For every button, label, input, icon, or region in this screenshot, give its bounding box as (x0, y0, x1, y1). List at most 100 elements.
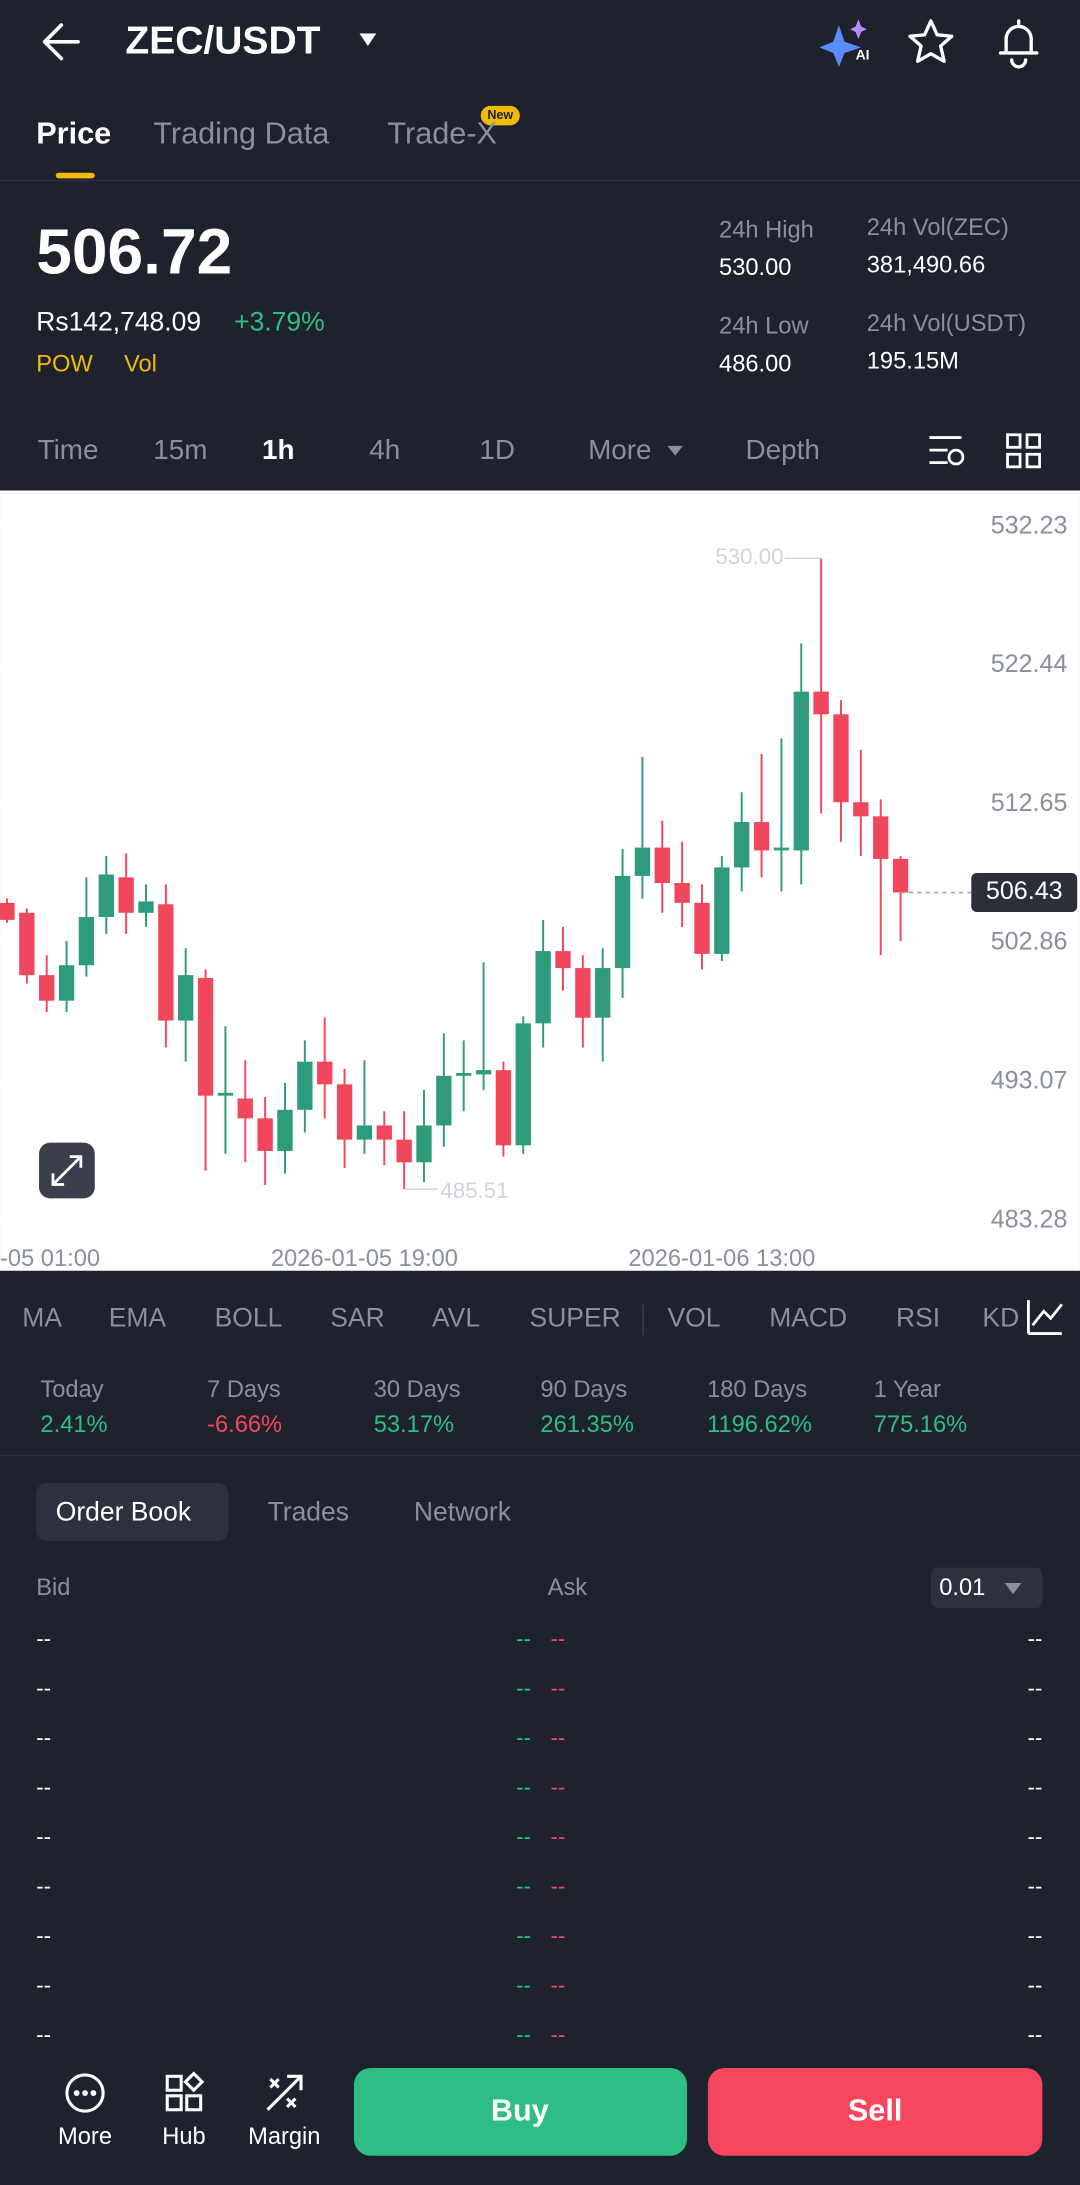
x-tick-label: -05 01:00 (0, 1246, 100, 1272)
perf-value: 1196.62% (707, 1412, 812, 1438)
candle-body (535, 951, 551, 1024)
ask-price: -- (550, 1774, 565, 1799)
stat-label: 24h Low (719, 314, 809, 340)
indicator[interactable]: RSI (896, 1303, 940, 1333)
book-tab[interactable]: Network (414, 1496, 512, 1526)
last-price: 506.72 (36, 215, 232, 287)
interval[interactable]: Depth (746, 434, 820, 465)
last-price-box (971, 872, 1078, 913)
perf-label: Today (40, 1377, 103, 1403)
stat-value: 381,490.66 (867, 252, 985, 278)
tab[interactable]: Price (36, 116, 111, 150)
nav-label[interactable]: Margin (248, 2124, 320, 2150)
candle-body (237, 1098, 253, 1119)
book-tab[interactable]: Trades (268, 1496, 349, 1526)
bid-header: Bid (36, 1575, 70, 1601)
indicator[interactable]: EMA (109, 1303, 167, 1333)
x-tick-label: 2026-01-06 13:00 (628, 1246, 815, 1272)
layout-button[interactable] (1006, 433, 1041, 469)
active-tab-bg (36, 1482, 229, 1542)
buy-button[interactable] (353, 2067, 688, 2156)
ask-amount: -- (1028, 1972, 1043, 1997)
candle-body (714, 867, 730, 954)
stat-label: 24h High (719, 218, 814, 244)
indicator[interactable]: MA (22, 1303, 62, 1333)
fiat-price: Rs142,748.09 (36, 306, 201, 336)
ask-price: -- (550, 2022, 565, 2047)
ai-button[interactable]: AI (819, 19, 870, 67)
margin-icon[interactable] (266, 2074, 303, 2111)
interval[interactable]: 1D (479, 434, 515, 465)
indicator[interactable]: BOLL (215, 1303, 283, 1333)
y-tick-label: 493.07 (991, 1067, 1068, 1095)
bid-price: -- (36, 1774, 51, 1799)
fullscreen-button[interactable] (39, 1142, 95, 1199)
nav-label[interactable]: More (58, 2124, 112, 2150)
alert-button[interactable] (998, 19, 1039, 69)
pair-title: ZEC/USDT (125, 20, 320, 63)
precision-box[interactable] (930, 1567, 1043, 1609)
favorite-button[interactable] (908, 19, 954, 63)
more-dropdown[interactable] (667, 445, 683, 456)
interval[interactable]: 4h (369, 434, 400, 465)
interval[interactable]: More (588, 434, 651, 465)
tab-underline (55, 172, 95, 179)
chart-area (0, 490, 1080, 1271)
bid-price: -- (36, 1725, 51, 1750)
buy-label[interactable]: Buy (491, 2094, 549, 2128)
bid-price: -- (36, 1923, 51, 1948)
candle-body (118, 877, 134, 913)
indicator[interactable]: VOL (668, 1303, 721, 1333)
candle-body (773, 847, 790, 851)
candle-body (734, 822, 750, 868)
interval[interactable]: 1h (262, 434, 295, 465)
ask-amount: -- (1028, 1923, 1043, 1948)
interval[interactable]: 15m (153, 434, 207, 465)
tab[interactable]: Trading Data (153, 116, 330, 150)
candle-body (19, 912, 35, 976)
min-marker-label: 485.51 (440, 1178, 508, 1203)
candle-body (793, 691, 809, 851)
candle-body (892, 858, 909, 893)
hub-icon[interactable] (165, 2071, 205, 2112)
max-marker-label: 530.00 (715, 544, 783, 569)
perf-label: 7 Days (207, 1377, 281, 1403)
perf-value: 775.16% (874, 1412, 967, 1438)
candle-body (813, 691, 829, 715)
candle-body (674, 883, 690, 903)
tag: Vol (124, 351, 157, 377)
x-tick-label: 2026-01-05 19:00 (271, 1246, 458, 1272)
divider (0, 179, 1080, 182)
ask-price: -- (550, 1725, 565, 1750)
ask-amount: -- (1028, 2022, 1043, 2047)
y-tick-label: 483.28 (991, 1205, 1068, 1233)
precision-dropdown[interactable] (1004, 1583, 1022, 1595)
candle-body (317, 1061, 333, 1085)
indicator[interactable]: KD (982, 1303, 1019, 1333)
indicator[interactable]: AVL (432, 1303, 480, 1333)
divider (642, 1304, 644, 1335)
bid-amount: -- (516, 1774, 531, 1799)
sell-button[interactable] (707, 2067, 1043, 2156)
more-icon[interactable] (65, 2073, 105, 2113)
indicator[interactable]: SAR (330, 1303, 384, 1333)
chart-settings-button[interactable] (929, 436, 965, 466)
ask-header: Ask (548, 1575, 588, 1601)
indicator[interactable]: SUPER (530, 1303, 621, 1333)
nav-label[interactable]: Hub (162, 2124, 205, 2150)
candle-body (98, 874, 114, 918)
sell-label[interactable]: Sell (848, 2094, 903, 2128)
indicator[interactable]: MACD (769, 1303, 847, 1333)
perf-label: 30 Days (374, 1377, 461, 1403)
perf-label: 90 Days (540, 1377, 627, 1403)
interval[interactable]: Time (38, 434, 99, 465)
indicator-settings-button[interactable] (1027, 1300, 1063, 1335)
bid-amount: -- (516, 1676, 531, 1701)
back-button[interactable] (42, 23, 80, 61)
candle-body (495, 1070, 512, 1146)
pair-dropdown[interactable] (359, 33, 377, 46)
tab[interactable]: Trade-X (387, 116, 497, 150)
book-tab[interactable]: Order Book (56, 1496, 192, 1526)
badge-text: New (487, 108, 513, 122)
ask-price: -- (550, 1923, 565, 1948)
